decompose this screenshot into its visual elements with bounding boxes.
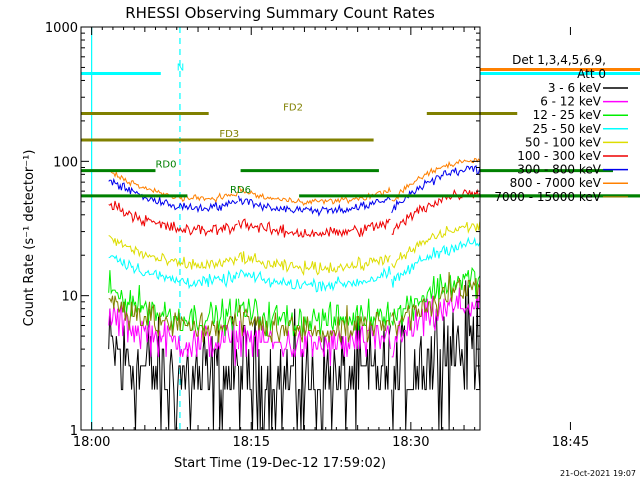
flag-label: RD0	[155, 160, 176, 171]
legend-entry: 300 - 800 keV	[517, 163, 601, 177]
flag-bars: NFD2FD3RD0RD6S	[81, 63, 640, 198]
x-axis-label: Start Time (19-Dec-12 17:59:02)	[174, 456, 386, 471]
flag-label: N	[177, 63, 184, 74]
legend-entry: 6 - 12 keV	[540, 95, 602, 109]
axes: 18:0018:1518:3018:4519:0019:1519:3011010…	[45, 21, 589, 450]
series-line-4	[108, 221, 480, 277]
generated-timestamp: 21-Oct-2021 19:07	[560, 469, 636, 478]
series-line-0	[108, 280, 480, 430]
y-axis-label: Count Rate (s⁻¹ detector⁻¹)	[22, 150, 37, 327]
flag-label: RD6	[230, 185, 251, 196]
y-tick-label: 1000	[45, 21, 78, 36]
legend-entry: 3 - 6 keV	[548, 81, 602, 95]
y-tick-label: 100	[53, 155, 78, 170]
x-tick-label: 18:30	[392, 435, 429, 450]
x-tick-label: 18:15	[233, 435, 270, 450]
legend-header: Det 1,3,4,5,6,9,	[512, 53, 606, 67]
flag-label: FD2	[283, 102, 303, 113]
series-line-8	[108, 271, 480, 343]
series-line-7	[108, 157, 480, 207]
legend-entry: 7000 - 15000 keV	[494, 190, 601, 204]
legend-entry: 25 - 50 keV	[533, 122, 602, 136]
x-tick-label: 18:45	[552, 435, 589, 450]
series-line-5	[108, 188, 480, 238]
y-tick-label: 1	[70, 424, 78, 439]
legend-entry: 100 - 300 keV	[517, 149, 601, 163]
legend-entry: 50 - 100 keV	[525, 135, 602, 149]
series-line-1	[108, 280, 480, 366]
chart-title: RHESSI Observing Summary Count Rates	[125, 4, 435, 22]
series-group	[108, 157, 480, 430]
x-tick-label: 18:00	[73, 435, 110, 450]
plot-frame	[80, 26, 481, 431]
legend-entry: 12 - 25 keV	[533, 108, 602, 122]
flag-label: FD3	[219, 129, 239, 140]
series-line-3	[108, 236, 480, 293]
y-tick-label: 10	[61, 290, 78, 305]
series-line-2	[108, 266, 480, 337]
series-line-6	[108, 165, 480, 217]
legend-header: Att 0	[577, 67, 606, 81]
legend-entry: 800 - 7000 keV	[510, 176, 602, 190]
